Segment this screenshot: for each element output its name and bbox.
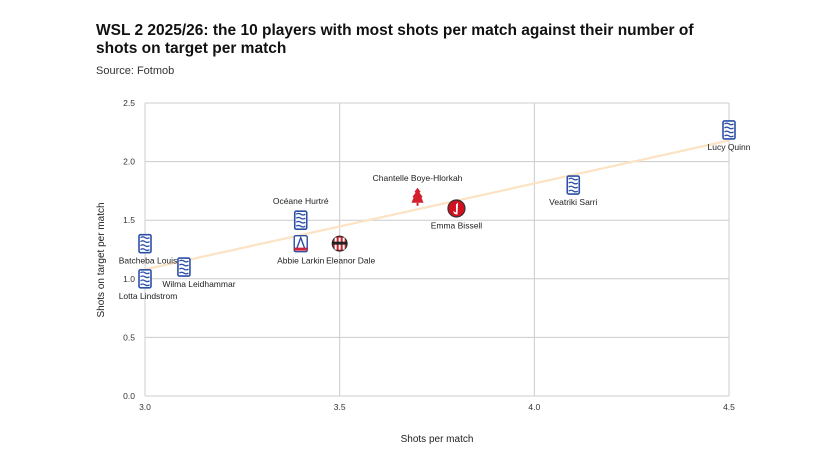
y-tick-label: 0.0: [123, 391, 135, 401]
crest-wave: [179, 259, 189, 263]
crest-wave: [295, 220, 306, 224]
crest-wave: [568, 181, 579, 185]
data-point: Eleanor Dale: [326, 235, 376, 266]
y-tick-label: 1.5: [123, 215, 135, 225]
crest-wave: [724, 126, 734, 130]
y-axis-title: Shots on target per match: [96, 202, 107, 317]
crest-wave: [179, 267, 189, 271]
crest-frame: [138, 268, 152, 289]
crest-wave: [568, 189, 579, 193]
chart-title: WSL 2 2025/26: the 10 players with most …: [96, 22, 694, 57]
crest-eagle: [296, 235, 306, 249]
point-label: Lucy Quinn: [708, 142, 751, 152]
crest-wave: [295, 224, 306, 228]
y-tick-label: 2.5: [123, 98, 135, 108]
crest-wave: [724, 134, 734, 138]
crest-trunk: [416, 202, 419, 206]
data-points: Lucy Quinn Veatriki Sarri Chantelle Boye-H…: [119, 120, 751, 301]
crest-bar: [332, 241, 348, 245]
data-point: Veatriki Sarri: [549, 175, 597, 207]
crest-wave: [724, 130, 734, 134]
crest-wave: [140, 283, 150, 287]
crest-frame: [566, 175, 581, 195]
crest-wave: [140, 271, 150, 275]
data-point: Batcheba Louis: [119, 233, 178, 266]
data-point: Océane Hurtré: [273, 196, 329, 230]
point-label: Batcheba Louis: [119, 256, 178, 266]
data-point: Emma Bissell: [431, 199, 483, 230]
data-point: Chantelle Boye-Hlorkah: [373, 173, 463, 206]
crest-band: [294, 247, 308, 251]
point-label: Chantelle Boye-Hlorkah: [373, 173, 463, 183]
crest-wave: [724, 122, 734, 126]
crest-wave: [140, 240, 150, 244]
trendline: [144, 139, 730, 271]
crest-wave: [179, 263, 189, 267]
point-label: Eleanor Dale: [326, 256, 375, 266]
point-label: Océane Hurtré: [273, 196, 329, 206]
point-label: Lotta Lindstrom: [119, 291, 178, 301]
crest-wave: [140, 244, 150, 248]
crest-wave: [568, 177, 579, 181]
crest-wave: [295, 212, 306, 216]
y-tick-label: 0.5: [123, 332, 135, 342]
y-tick-label: 1.0: [123, 274, 135, 284]
point-label: Veatriki Sarri: [549, 197, 597, 207]
point-label: Abbie Larkin: [277, 256, 325, 266]
x-tick-label: 4.0: [528, 402, 540, 412]
crest-frame: [177, 257, 191, 277]
x-tick-label: 3.5: [334, 402, 346, 412]
crest-wave: [140, 248, 150, 252]
crest-frame: [138, 233, 152, 254]
trendline-layer: [144, 139, 730, 271]
x-tick-label: 4.5: [723, 402, 735, 412]
crest-frame: [722, 120, 736, 140]
crest-frame: [293, 210, 308, 230]
data-point: Wilma Leidhammar: [162, 257, 236, 289]
x-axis-title: Shots per match: [401, 434, 474, 445]
data-point: Abbie Larkin: [277, 234, 325, 266]
crest-wave: [295, 216, 306, 220]
y-tick-label: 2.0: [123, 157, 135, 167]
point-label: Wilma Leidhammar: [162, 279, 235, 289]
crest-wave: [140, 236, 150, 240]
crest-wave: [140, 279, 150, 283]
crest-tree: [411, 187, 424, 203]
chart-subtitle: Source: Fotmob: [96, 65, 175, 77]
data-point: Lotta Lindstrom: [119, 268, 178, 301]
crest-sword: [452, 202, 458, 215]
crest-wave: [179, 271, 189, 275]
point-label: Emma Bissell: [431, 220, 483, 230]
axis-ticks: 0.0 0.5 1.0 1.5 2.0 2.5 3.0 3.5 4.0 4.5: [123, 98, 735, 412]
crest-wave: [568, 185, 579, 189]
data-point: Lucy Quinn: [708, 120, 751, 152]
x-tick-label: 3.0: [139, 402, 151, 412]
crest-wave: [140, 275, 150, 279]
